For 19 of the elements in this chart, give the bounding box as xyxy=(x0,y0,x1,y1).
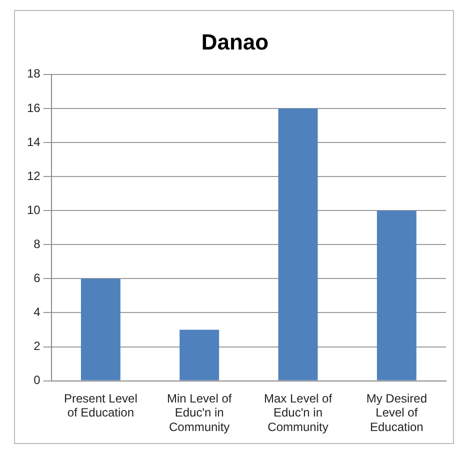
chart-title: Danao xyxy=(201,29,269,54)
y-tick-label: 6 xyxy=(34,270,41,285)
bar xyxy=(80,278,120,380)
bar xyxy=(180,330,220,380)
y-tick-label: 18 xyxy=(26,66,41,81)
y-tick-label: 4 xyxy=(34,305,41,320)
y-tick-label: 0 xyxy=(34,373,41,388)
x-tick-label: Max Level of Educ'n in Community xyxy=(264,391,333,434)
y-tick-label: 2 xyxy=(34,339,41,354)
y-tick-label: 8 xyxy=(34,236,41,251)
x-tick-label: Min Level of Educ'n in Community xyxy=(166,391,232,434)
bar xyxy=(376,210,416,380)
x-tick-label: Present Level of Education xyxy=(64,391,138,420)
y-tick-label: 12 xyxy=(26,168,41,183)
y-tick-label: 16 xyxy=(26,100,41,115)
y-tick-label: 14 xyxy=(26,134,41,149)
y-tick-label: 10 xyxy=(26,202,41,217)
x-tick-label: My Desired Level of Education xyxy=(366,391,428,434)
bar xyxy=(278,108,318,380)
